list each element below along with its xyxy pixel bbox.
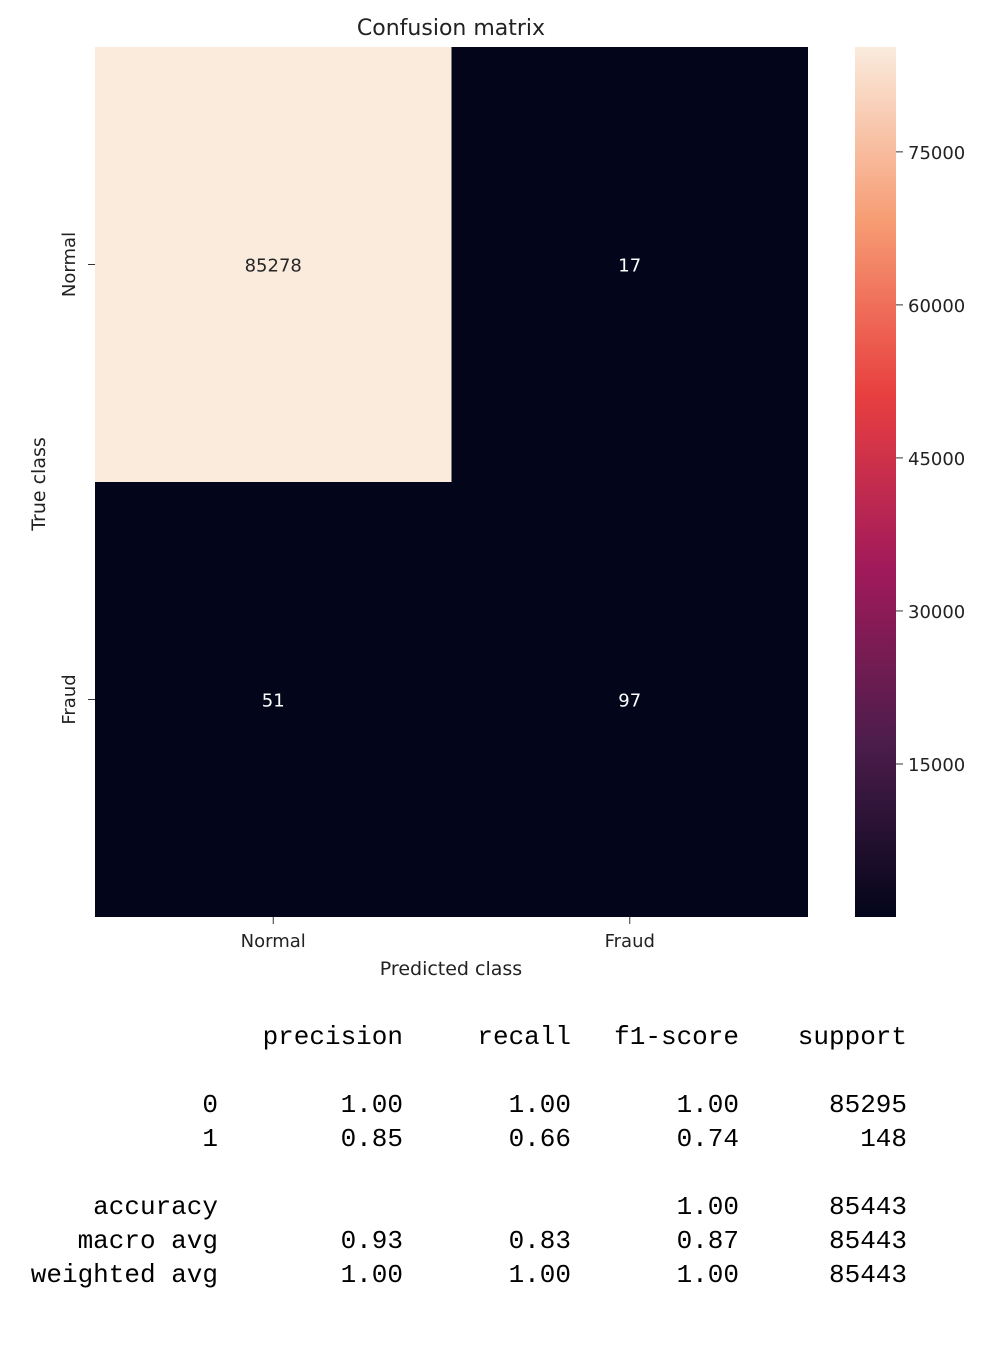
report-precision: 0.85 — [341, 1124, 403, 1154]
heatmap-cell — [451, 482, 808, 917]
report-row-label: macro avg — [78, 1226, 218, 1256]
report-precision: 0.93 — [341, 1226, 403, 1256]
report-f1-score: 1.00 — [677, 1090, 739, 1120]
report-support: 148 — [860, 1124, 907, 1154]
colorbar-tick-label: 60000 — [908, 296, 965, 317]
report-row-label: 1 — [202, 1124, 218, 1154]
x-tick-label: Normal — [241, 931, 306, 952]
report-precision: 1.00 — [341, 1260, 403, 1290]
report-header: precision — [263, 1022, 403, 1052]
report-support: 85443 — [829, 1226, 907, 1256]
cell-value-label: 17 — [618, 256, 641, 277]
classification-report: precision recall f1-score support 0 1.00 1.00 1… — [31, 1022, 907, 1290]
report-support: 85443 — [829, 1192, 907, 1222]
colorbar — [855, 47, 896, 917]
y-tick-label: Normal — [59, 232, 80, 297]
report-support: 85443 — [829, 1260, 907, 1290]
heatmap-cell — [95, 47, 452, 482]
cell-value-label: 97 — [618, 691, 641, 712]
report-row-label: accuracy — [93, 1192, 218, 1222]
chart-title: Confusion matrix — [357, 16, 545, 41]
x-axis-label: Predicted class — [380, 958, 522, 980]
report-recall: 0.83 — [509, 1226, 571, 1256]
y-axis-label: True class — [28, 437, 50, 532]
cell-value-label: 51 — [262, 691, 285, 712]
colorbar-tick-label: 75000 — [908, 143, 965, 164]
report-recall: 1.00 — [509, 1090, 571, 1120]
heatmap-cell — [451, 47, 808, 482]
report-f1-score: 0.74 — [677, 1124, 739, 1154]
report-header: f1-score — [614, 1022, 739, 1052]
report-row-label: 0 — [202, 1090, 218, 1120]
colorbar-tick-label: 45000 — [908, 449, 965, 470]
report-f1-score: 1.00 — [677, 1260, 739, 1290]
cell-value-label: 85278 — [245, 256, 302, 277]
report-header: recall — [477, 1022, 571, 1052]
report-recall: 1.00 — [509, 1260, 571, 1290]
report-support: 85295 — [829, 1090, 907, 1120]
x-tick-label: Fraud — [605, 931, 655, 952]
report-f1-score: 0.87 — [677, 1226, 739, 1256]
colorbar-tick-label: 15000 — [908, 755, 965, 776]
y-tick-label: Fraud — [59, 674, 80, 724]
x-axis-ticks: Normal Fraud — [241, 917, 655, 952]
colorbar-tick-label: 30000 — [908, 602, 965, 623]
heatmap-cells — [95, 47, 808, 917]
report-f1-score: 1.00 — [677, 1192, 739, 1222]
report-recall: 0.66 — [509, 1124, 571, 1154]
report-row-label: weighted avg — [31, 1260, 218, 1290]
colorbar-ticks: 15000 30000 45000 60000 75000 — [896, 143, 965, 776]
heatmap-cell-labels: 85278 17 51 97 — [245, 256, 642, 712]
heatmap-cell — [95, 482, 452, 917]
report-header: support — [798, 1022, 907, 1052]
report-precision: 1.00 — [341, 1090, 403, 1120]
y-axis-ticks: Normal Fraud — [59, 232, 95, 725]
